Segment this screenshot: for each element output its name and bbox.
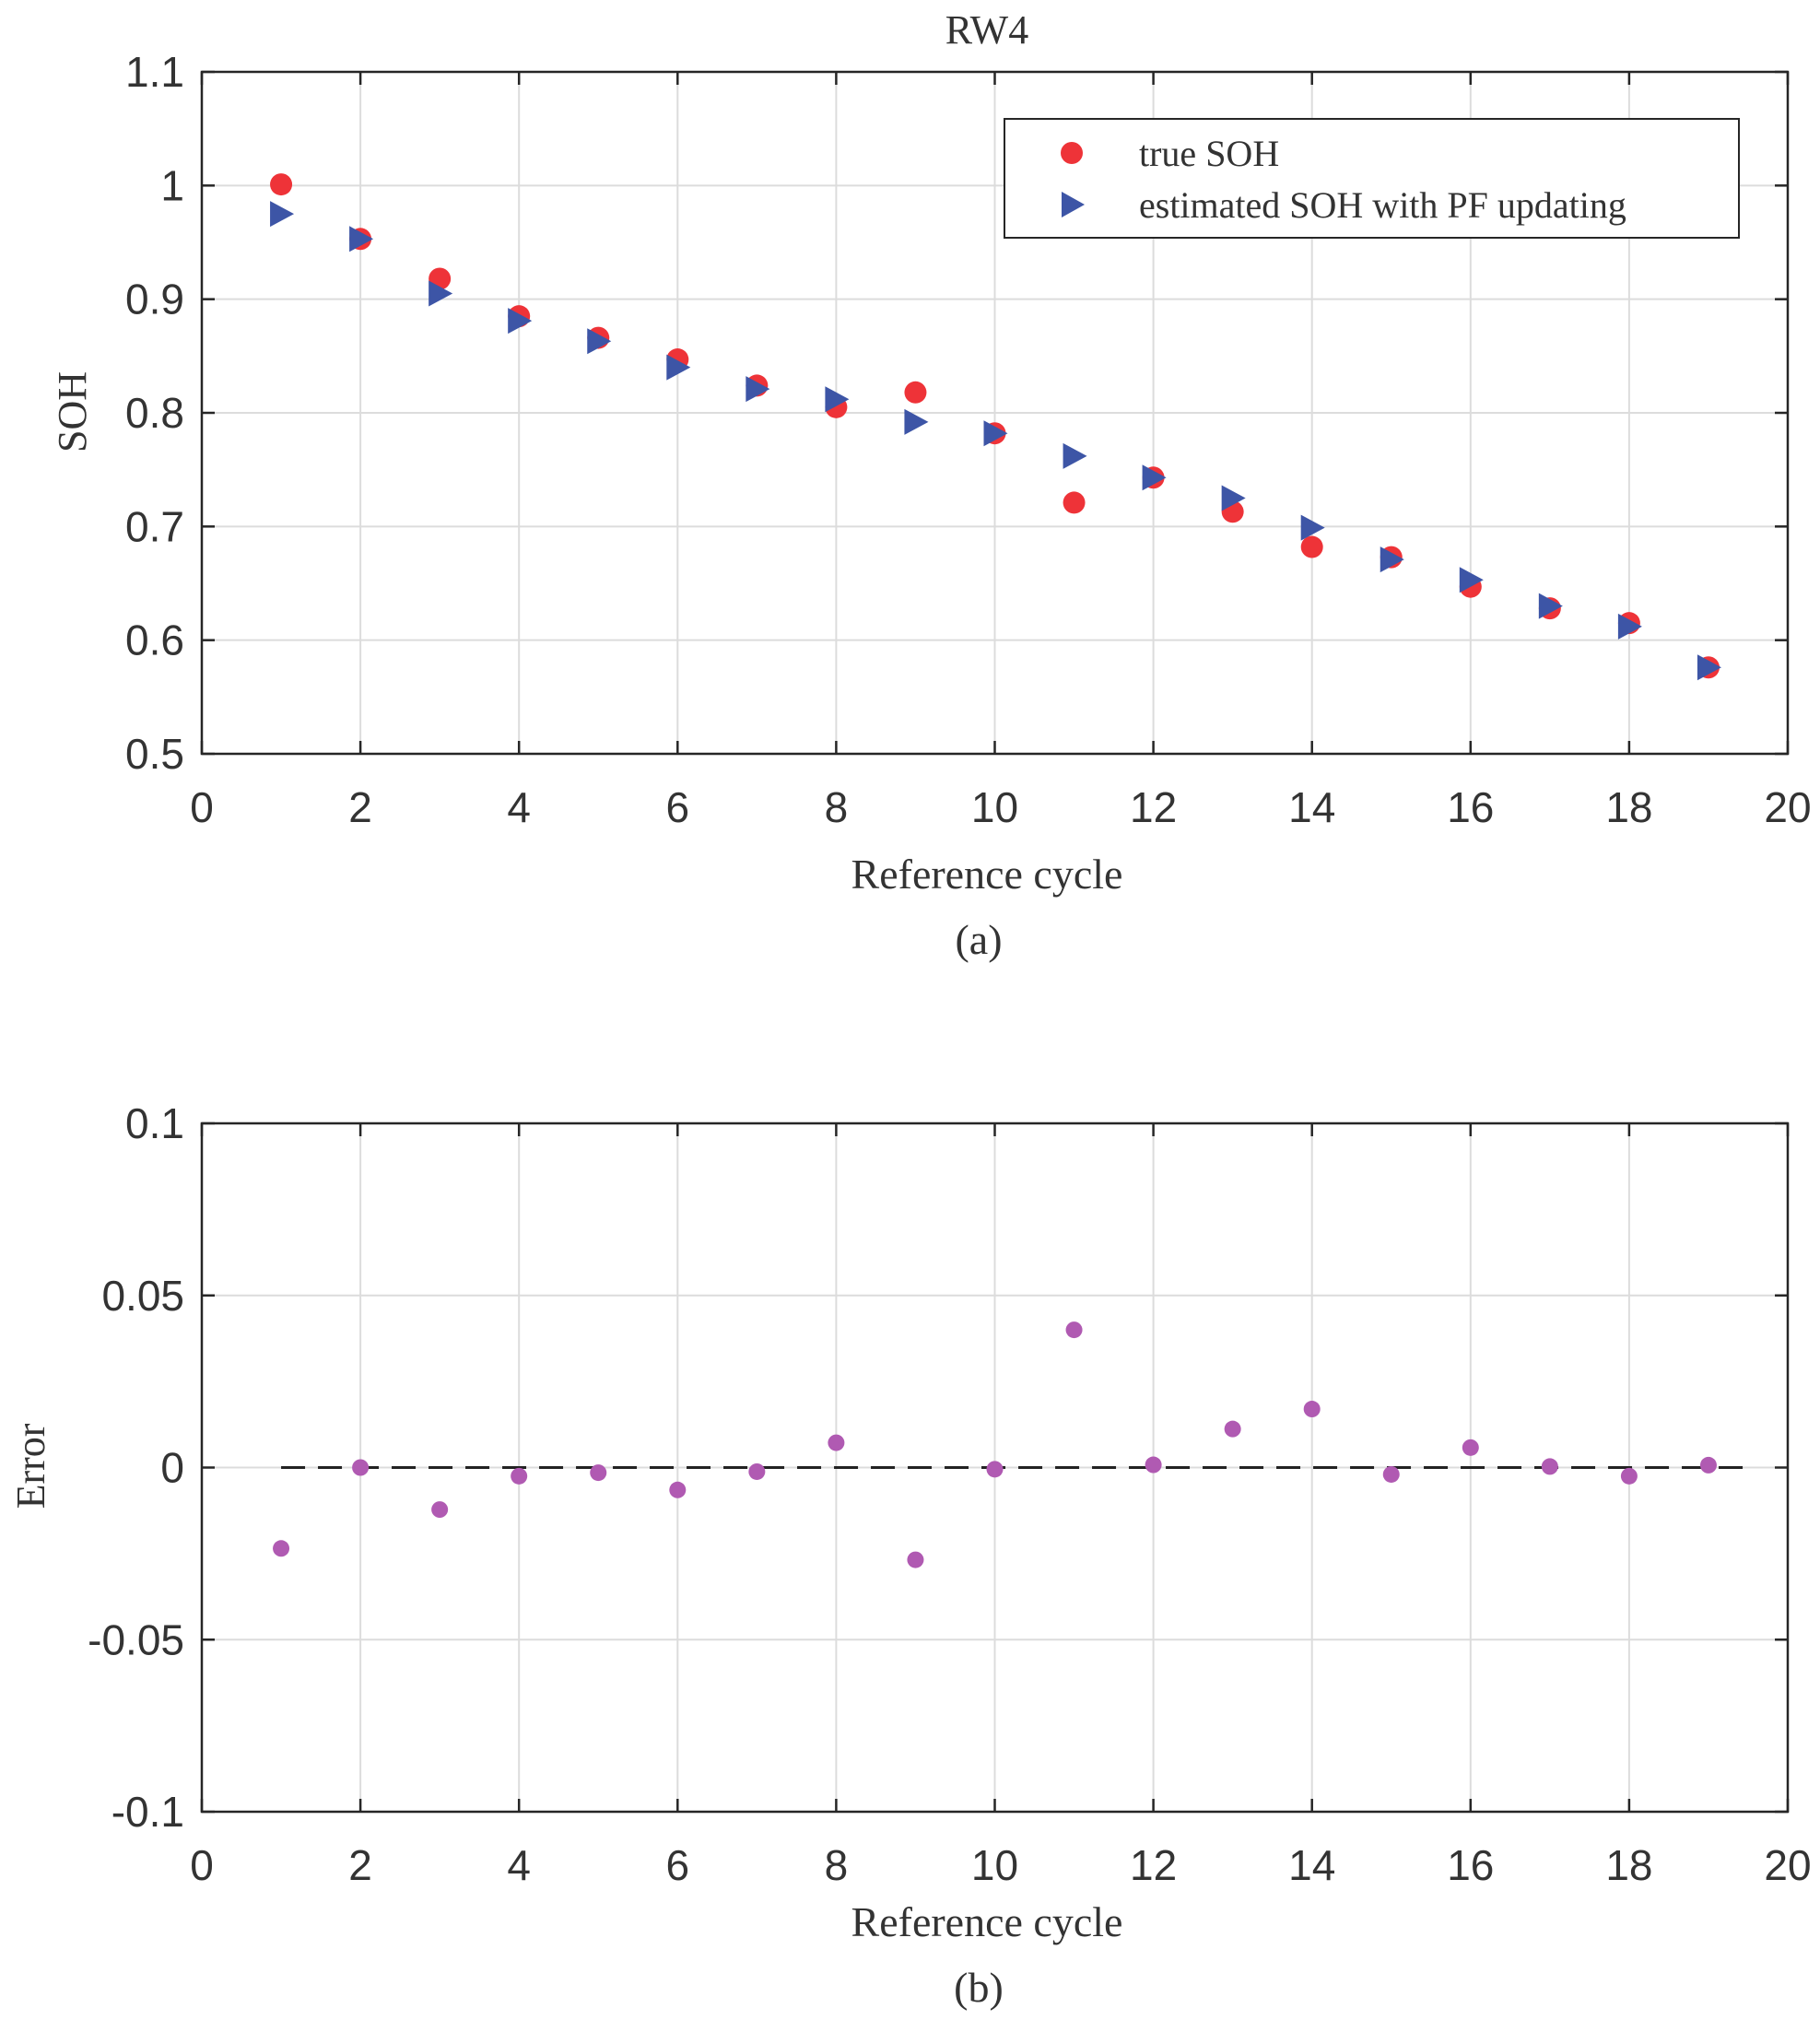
point-error bbox=[748, 1462, 766, 1480]
point-estimated-soh-with-pf-updating bbox=[1142, 464, 1167, 491]
point-error bbox=[352, 1459, 370, 1476]
point-error bbox=[1303, 1401, 1321, 1418]
legend-box bbox=[1004, 118, 1740, 239]
x-tick-label: 12 bbox=[1130, 1841, 1177, 1889]
x-tick-label: 16 bbox=[1447, 1841, 1494, 1889]
x-tick-label: 12 bbox=[1130, 783, 1177, 831]
point-estimated-soh-with-pf-updating bbox=[983, 420, 1008, 447]
y-tick-label: 1 bbox=[160, 161, 184, 209]
y-tick-label: 0.8 bbox=[125, 389, 184, 437]
plot-frame bbox=[200, 1122, 1790, 1814]
data-marks bbox=[270, 173, 1721, 681]
x-tick-label: 8 bbox=[825, 1841, 849, 1889]
x-tick-label: 6 bbox=[666, 1841, 690, 1889]
point-estimated-soh-with-pf-updating bbox=[1221, 485, 1246, 511]
y-axis-label: SOH bbox=[50, 371, 95, 452]
y-tick-label: 0.9 bbox=[125, 276, 184, 323]
x-tick-label: 18 bbox=[1605, 1841, 1652, 1889]
point-true-soh bbox=[904, 381, 927, 404]
x-tick-label: 6 bbox=[666, 783, 690, 831]
y-tick-label: 0.7 bbox=[125, 502, 184, 550]
point-estimated-soh-with-pf-updating bbox=[349, 226, 374, 252]
x-tick-label: 4 bbox=[507, 783, 531, 831]
x-tick-label: 2 bbox=[348, 1841, 372, 1889]
point-estimated-soh-with-pf-updating bbox=[508, 308, 533, 335]
point-estimated-soh-with-pf-updating bbox=[1380, 546, 1404, 573]
x-tick-label: 16 bbox=[1447, 783, 1494, 831]
point-error bbox=[431, 1501, 449, 1519]
point-error bbox=[907, 1551, 924, 1568]
point-true-soh bbox=[1300, 535, 1323, 558]
point-estimated-soh-with-pf-updating bbox=[1617, 613, 1642, 640]
legend-label-estimated-soh: estimated SOH with PF updating bbox=[1139, 184, 1626, 226]
legend-label-true-soh: true SOH bbox=[1139, 133, 1279, 174]
point-estimated-soh-with-pf-updating bbox=[270, 201, 295, 228]
x-tick-label: 0 bbox=[190, 1841, 214, 1889]
point-error bbox=[1145, 1456, 1162, 1474]
y-tick-label: 0 bbox=[160, 1444, 184, 1492]
y-tick-label: 0.1 bbox=[125, 1099, 184, 1147]
x-tick-label: 14 bbox=[1288, 783, 1335, 831]
point-estimated-soh-with-pf-updating bbox=[904, 408, 929, 435]
point-error bbox=[1620, 1467, 1638, 1485]
point-error bbox=[669, 1481, 687, 1498]
x-tick-label: 18 bbox=[1605, 783, 1652, 831]
y-tick-label: 0.6 bbox=[125, 617, 184, 664]
panel-caption: (a) bbox=[955, 916, 1002, 963]
panel-a: 0 2 4 6 8 10 12 14 16 18 20 0.5 0.6 0.7 0.8 0.9 1 1.1 RW4… bbox=[50, 7, 1812, 963]
point-error bbox=[1462, 1439, 1479, 1456]
point-error bbox=[1224, 1420, 1241, 1438]
point-estimated-soh-with-pf-updating bbox=[429, 280, 453, 307]
data-marks bbox=[273, 1321, 1717, 1568]
point-estimated-soh-with-pf-updating bbox=[746, 376, 770, 403]
point-error bbox=[1699, 1456, 1717, 1474]
x-axis-label: Reference cycle bbox=[851, 851, 1123, 898]
point-true-soh bbox=[1063, 491, 1086, 514]
x-tick-label: 20 bbox=[1764, 1841, 1811, 1889]
point-estimated-soh-with-pf-updating bbox=[1697, 654, 1721, 681]
point-estimated-soh-with-pf-updating bbox=[587, 328, 612, 355]
point-estimated-soh-with-pf-updating bbox=[666, 354, 691, 381]
point-error bbox=[511, 1467, 528, 1485]
point-true-soh bbox=[270, 173, 293, 196]
x-tick-label: 2 bbox=[348, 783, 372, 831]
x-tick-label: 14 bbox=[1288, 1841, 1335, 1889]
x-tick-label: 4 bbox=[507, 1841, 531, 1889]
y-tick-label: -0.1 bbox=[112, 1788, 184, 1836]
y-tick-label: -0.05 bbox=[88, 1615, 184, 1663]
panel-b: 0 2 4 6 8 10 12 14 16 18 20 -0.1 -0.05 0 0.05 0.1 Error… bbox=[8, 1099, 1812, 2011]
legend-marker-true-soh bbox=[1061, 142, 1083, 164]
x-axis-label: Reference cycle bbox=[851, 1898, 1123, 1945]
y-tick-label: 1.1 bbox=[125, 48, 184, 96]
chart-title: RW4 bbox=[945, 7, 1028, 53]
panel-caption: (b) bbox=[954, 1964, 1004, 2011]
point-estimated-soh-with-pf-updating bbox=[1459, 567, 1484, 593]
point-error bbox=[1541, 1458, 1558, 1475]
point-error bbox=[273, 1540, 290, 1557]
tick-labels: 0 2 4 6 8 10 12 14 16 18 20 -0.1 -0.05 0 0.05 0.1 bbox=[88, 1099, 1811, 1889]
legend: true SOH estimated SOH with PF updating bbox=[1004, 118, 1740, 239]
x-tick-label: 10 bbox=[971, 783, 1018, 831]
legend-marker-estimated-soh bbox=[1062, 192, 1085, 217]
point-estimated-soh-with-pf-updating bbox=[825, 386, 850, 413]
point-error bbox=[590, 1464, 607, 1482]
point-error bbox=[1382, 1465, 1400, 1483]
y-tick-label: 0.5 bbox=[125, 730, 184, 778]
point-estimated-soh-with-pf-updating bbox=[1538, 593, 1563, 619]
tick-labels: 0 2 4 6 8 10 12 14 16 18 20 0.5 0.6 0.7 0.8 0.9 1 1.1 bbox=[125, 48, 1812, 831]
point-error bbox=[828, 1434, 845, 1451]
point-estimated-soh-with-pf-updating bbox=[1300, 514, 1325, 541]
x-tick-label: 0 bbox=[190, 783, 214, 831]
x-tick-label: 10 bbox=[971, 1841, 1018, 1889]
point-estimated-soh-with-pf-updating bbox=[1063, 442, 1087, 469]
y-axis-label: Error bbox=[8, 1423, 53, 1509]
point-error bbox=[986, 1461, 1004, 1478]
x-tick-label: 20 bbox=[1764, 783, 1811, 831]
point-error bbox=[1065, 1321, 1083, 1339]
plot-frame bbox=[200, 70, 1790, 756]
y-tick-label: 0.05 bbox=[101, 1272, 184, 1320]
x-tick-label: 8 bbox=[825, 783, 849, 831]
